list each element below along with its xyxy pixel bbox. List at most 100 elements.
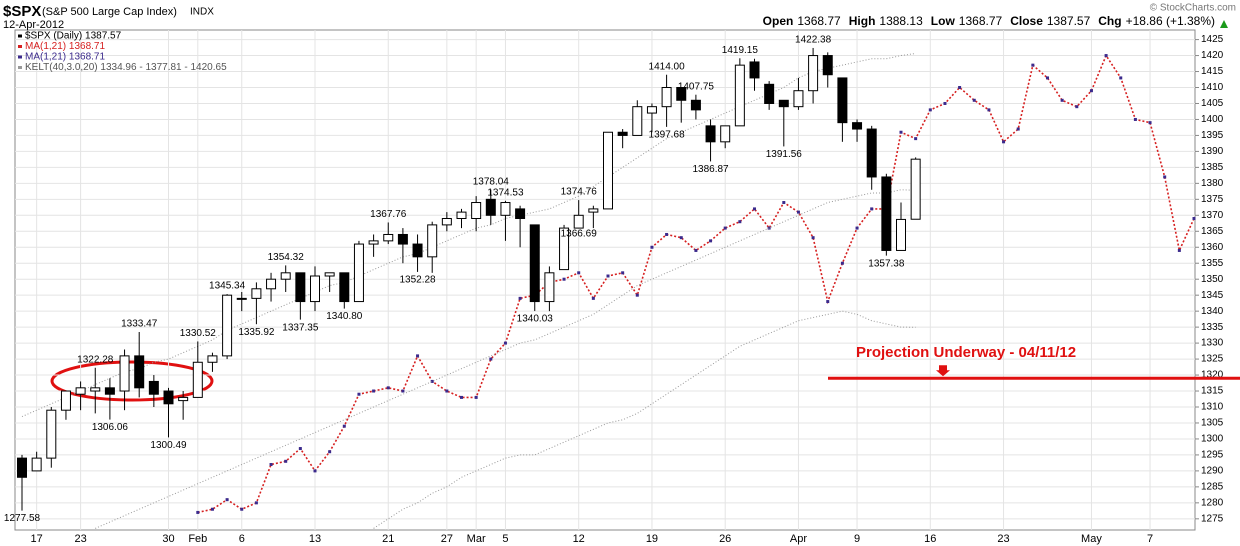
legend-swatch [18,45,22,48]
keltner-line [373,310,916,529]
candle-body [778,99,789,108]
candle-body [266,278,277,290]
projection-point [870,207,874,211]
candle-body [866,128,877,178]
projection-point [943,101,947,105]
legend-swatch [18,66,22,69]
projection-point [474,395,478,399]
header-label: Close [1010,14,1043,28]
candle-body [734,64,745,127]
x-tick-label: 17 [31,533,43,545]
keltner-line [95,189,916,529]
y-tick-label: 1365 [1201,226,1224,237]
projection-point [254,501,258,505]
candle-body [705,125,716,143]
projection-point [269,463,273,467]
high-label: 1367.76 [370,209,407,220]
high-label: 1322.28 [77,354,114,365]
candle-body [427,224,438,258]
candle-body [383,233,394,242]
projection-point [665,232,669,236]
low-label: 1357.38 [868,258,905,269]
candle-body [661,87,672,108]
change-arrow [1220,20,1228,28]
x-tick-label: 27 [441,533,453,545]
y-tick-label: 1325 [1201,354,1224,365]
projection-point [210,507,214,511]
y-tick-label: 1275 [1201,513,1224,524]
candle-body [104,387,115,395]
projection-point [1104,54,1108,58]
candle-body [339,272,350,303]
projection-point [723,226,727,230]
header-label: Chg [1098,14,1121,28]
candle-body [764,83,775,104]
candle-body [353,243,364,303]
candle-body [178,396,189,402]
projection-point [503,341,507,345]
plot-frame [14,29,1196,531]
candle-body [60,390,71,411]
y-tick-label: 1390 [1201,146,1224,157]
candle-body [310,275,320,303]
candle-body [822,55,833,76]
projection-point [709,239,713,243]
candle-body [852,122,863,130]
x-tick-label: 21 [382,533,394,545]
projection-point [518,296,522,300]
projection-point [1002,140,1006,144]
low-label: 1340.80 [326,311,363,322]
candle-body [515,208,526,219]
y-tick-label: 1400 [1201,114,1224,125]
candle-body [471,202,482,219]
projection-point [782,201,786,205]
candle-body [397,233,408,245]
x-tick-label: 12 [573,533,585,545]
candle-body [31,457,42,472]
projection-point [357,392,361,396]
candle-body [896,218,906,251]
candle-body [793,90,804,108]
candle-body [441,217,452,226]
projection-point [562,277,566,281]
candle-body [207,355,218,363]
y-tick-label: 1395 [1201,130,1224,141]
candle-body [646,106,657,114]
candle-body [90,387,101,392]
projection-point [386,386,390,390]
candle-body [837,77,848,124]
x-tick-label: 16 [924,533,936,545]
candle-body [192,361,203,398]
projection-point [313,469,317,473]
header-value: 1387.57 [1047,14,1091,28]
high-label: 1374.76 [561,187,598,198]
low-label: 1386.87 [692,164,729,175]
candle-body [544,272,555,303]
y-tick-label: 1310 [1201,402,1224,413]
projection-point [1163,175,1167,179]
candle-body [749,61,760,79]
projection-line [197,53,1195,514]
legend-entry: $SPX (Daily) 1387.57 [25,31,122,42]
projection-point [694,248,698,252]
projection-point [577,271,581,275]
header-value: 1368.77 [797,14,841,28]
candle-body [500,202,511,216]
y-tick-label: 1380 [1201,178,1224,189]
candle-body [573,214,584,229]
projection-point [328,450,332,454]
projection-point [196,510,200,514]
y-tick-label: 1370 [1201,210,1224,221]
projection-point [1148,121,1152,125]
high-label: 1354.32 [268,252,305,263]
y-tick-label: 1415 [1201,66,1224,77]
high-label: 1378.04 [473,176,510,187]
x-tick-label: 30 [162,533,174,545]
candle-body [808,55,819,92]
projection-point [1075,105,1079,109]
candle-body [295,272,306,303]
y-tick-label: 1410 [1201,82,1224,93]
candle-body [148,380,159,395]
candle-body [412,243,423,258]
